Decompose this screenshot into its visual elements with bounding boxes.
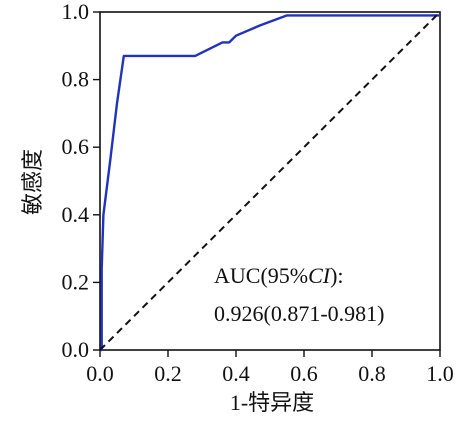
y-axis-title: 敏感度	[20, 149, 45, 215]
plot-area: 0.0 0.2 0.4 0.6 0.8 1.0 0.0 0.2 0.4 0.6 0.8 1.0	[62, 0, 454, 386]
x-tick-label-0: 0.0	[86, 361, 114, 386]
x-axis-title: 1-特异度	[230, 390, 314, 415]
roc-curve-line	[100, 14, 440, 352]
y-tick-label-2: 0.4	[62, 202, 90, 227]
y-tick-label-5: 1.0	[62, 0, 90, 24]
auc-label: AUC(95%CI):	[214, 263, 344, 288]
auc-label-suffix: ):	[330, 263, 343, 288]
auc-value: 0.926(0.871-0.981)	[214, 301, 384, 326]
x-tick-label-5: 1.0	[426, 361, 454, 386]
x-tick-label-2: 0.4	[222, 361, 250, 386]
auc-label-ci: CI	[308, 263, 332, 288]
auc-label-prefix: AUC(95%	[214, 263, 308, 288]
y-tick-label-3: 0.6	[62, 134, 90, 159]
plot-frame	[99, 11, 441, 351]
x-tick-label-1: 0.2	[154, 361, 182, 386]
y-tick-label-0: 0.0	[62, 337, 90, 362]
y-tick-label-1: 0.2	[62, 269, 90, 294]
y-tick-label-4: 0.8	[62, 67, 90, 92]
reference-diagonal-line	[99, 11, 441, 351]
x-tick-label-4: 0.8	[358, 361, 386, 386]
x-tick-label-3: 0.6	[290, 361, 318, 386]
